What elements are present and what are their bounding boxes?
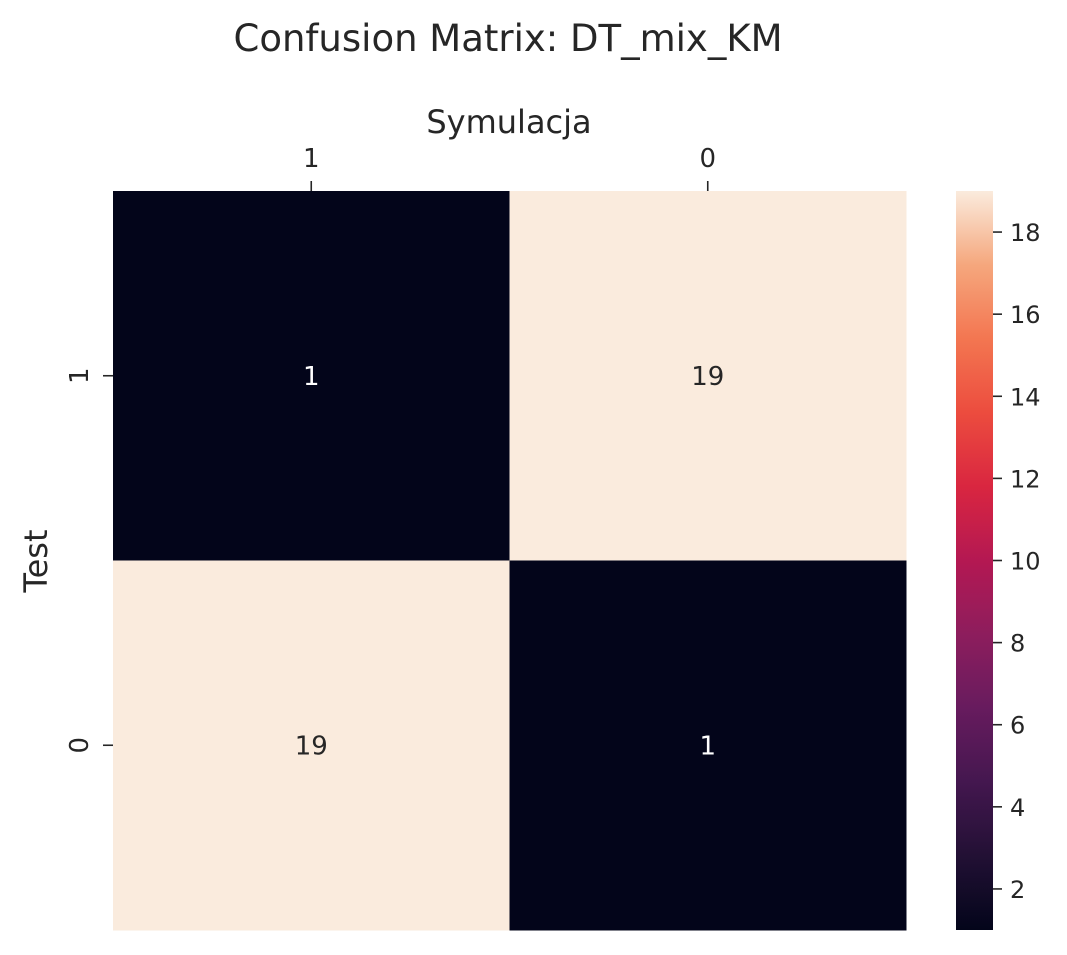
cell-value-label: 1 — [303, 362, 320, 392]
x-tick-label: 0 — [699, 144, 716, 174]
colorbar-tick-label: 6 — [1010, 712, 1025, 740]
y-tick-label: 1 — [65, 367, 95, 384]
colorbar-tick-label: 16 — [1010, 301, 1041, 329]
chart-title: Confusion Matrix: DT_mix_KM — [233, 17, 782, 60]
y-axis-label: Test — [17, 529, 55, 593]
cell-value-label: 19 — [691, 362, 724, 392]
heatmap-cells — [113, 191, 907, 931]
x-tick-label: 1 — [303, 144, 320, 174]
colorbar-tick-label: 18 — [1010, 219, 1041, 247]
colorbar-tick-label: 14 — [1010, 383, 1041, 411]
heatmap-cell — [113, 191, 510, 561]
y-tick-label: 0 — [65, 737, 95, 754]
colorbar: 2 4 6 8 10 12 14 16 18 — [956, 191, 1041, 930]
x-axis-label: Symulacja — [426, 103, 591, 141]
colorbar-tick-label: 8 — [1010, 630, 1025, 658]
y-axis-ticks: 10 — [65, 367, 113, 754]
colorbar-tick-label: 12 — [1010, 465, 1041, 493]
colorbar-tick-label: 4 — [1010, 794, 1025, 822]
colorbar-tick-label: 10 — [1010, 548, 1041, 576]
heatmap-cell — [509, 560, 907, 931]
cell-value-label: 1 — [699, 731, 716, 761]
heatmap-cell-labels: 1 19 19 1 — [295, 362, 725, 762]
heatmap-cell — [509, 191, 907, 561]
colorbar-tick-label: 2 — [1010, 876, 1025, 904]
heatmap-cell — [113, 560, 510, 931]
colorbar-gradient — [956, 191, 993, 930]
cell-value-label: 19 — [295, 731, 328, 761]
